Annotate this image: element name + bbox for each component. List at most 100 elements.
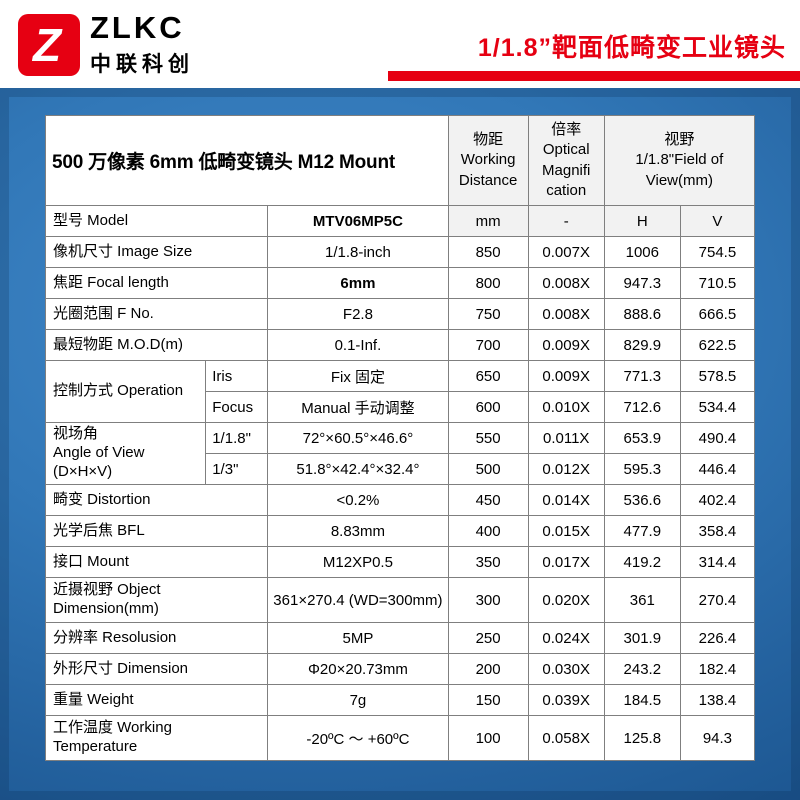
spec-label: 重量 Weight xyxy=(44,684,269,716)
spec-row-model: 型号 Model MTV06MP5C mm - H V xyxy=(44,205,756,237)
spec-value: 361×270.4 (WD=300mm) xyxy=(267,577,449,623)
fov-v-value: 754.5 xyxy=(679,236,756,268)
fov-v-value: 314.4 xyxy=(679,546,756,578)
fov-h-value: 1006 xyxy=(603,236,681,268)
wd-value: 500 xyxy=(447,453,529,485)
fov-h-value: 595.3 xyxy=(603,453,681,485)
fov-v-value: 534.4 xyxy=(679,391,756,423)
fov-v-value: 578.5 xyxy=(679,360,756,392)
spec-value: M12XP0.5 xyxy=(267,546,449,578)
mag-value: 0.011X xyxy=(527,422,605,454)
mag-value: 0.058X xyxy=(527,715,605,761)
mag-unit: - xyxy=(527,205,605,237)
spec-value: Manual 手动调整 xyxy=(267,391,449,423)
spec-row-bfl: 光学后焦 BFL 8.83mm 400 0.015X 477.9 358.4 xyxy=(44,515,756,547)
col-header-field-of-view: 视野 1/1.8"Field of View(mm) xyxy=(603,115,756,206)
spec-value: 72°×60.5°×46.6° xyxy=(267,422,449,454)
spec-sublabel: 1/1.8" xyxy=(205,422,269,454)
mag-value: 0.024X xyxy=(527,622,605,654)
wd-value: 150 xyxy=(447,684,529,716)
fov-v-value: 138.4 xyxy=(679,684,756,716)
spec-label: 光圈范围 F No. xyxy=(44,298,269,330)
spec-value: -20ºC ～ +60ºC xyxy=(267,715,449,761)
fov-v-value: 710.5 xyxy=(679,267,756,299)
spec-label: 型号 Model xyxy=(44,205,269,237)
mag-value: 0.010X xyxy=(527,391,605,423)
spec-row-aov-13: 1/3" 51.8°×42.4°×32.4° 500 0.012X 595.3 … xyxy=(46,453,756,485)
spec-value: Fix 固定 xyxy=(267,360,449,392)
spec-value: F2.8 xyxy=(267,298,449,330)
mag-value: 0.017X xyxy=(527,546,605,578)
fov-v-header: V xyxy=(679,205,756,237)
accent-bar xyxy=(388,71,800,81)
fov-h-value: 712.6 xyxy=(603,391,681,423)
spec-value: Φ20×20.73mm xyxy=(267,653,449,685)
spec-label: 最短物距 M.O.D(m) xyxy=(44,329,269,361)
spec-row-weight: 重量 Weight 7g 150 0.039X 184.5 138.4 xyxy=(44,684,756,716)
fov-h-value: 301.9 xyxy=(603,622,681,654)
wd-value: 650 xyxy=(447,360,529,392)
fov-h-value: 125.8 xyxy=(603,715,681,761)
fov-h-value: 947.3 xyxy=(603,267,681,299)
spec-row-distortion: 畸变 Distortion <0.2% 450 0.014X 536.6 402… xyxy=(44,484,756,516)
fov-h-header: H xyxy=(603,205,681,237)
mag-value: 0.012X xyxy=(527,453,605,485)
spec-row-working-temperature: 工作温度 Working Temperature -20ºC ～ +60ºC 1… xyxy=(44,715,756,761)
spec-label: 分辨率 Resolusion xyxy=(44,622,269,654)
wd-value: 250 xyxy=(447,622,529,654)
mag-value: 0.014X xyxy=(527,484,605,516)
spec-row-operation-focus: Focus Manual 手动调整 600 0.010X 712.6 534.4 xyxy=(46,391,756,423)
wd-value: 850 xyxy=(447,236,529,268)
spec-label: 外形尺寸 Dimension xyxy=(44,653,269,685)
spec-label: 近摄视野 Object Dimension(mm) xyxy=(44,577,269,623)
spec-row-f-no: 光圈范围 F No. F2.8 750 0.008X 888.6 666.5 xyxy=(44,298,756,330)
wd-value: 550 xyxy=(447,422,529,454)
mag-value: 0.009X xyxy=(527,360,605,392)
spec-value: 5MP xyxy=(267,622,449,654)
fov-h-value: 419.2 xyxy=(603,546,681,578)
spec-label: 工作温度 Working Temperature xyxy=(44,715,269,761)
fov-h-value: 771.3 xyxy=(603,360,681,392)
fov-h-value: 477.9 xyxy=(603,515,681,547)
spec-label: 控制方式 Operation xyxy=(44,360,207,423)
fov-h-value: 184.5 xyxy=(603,684,681,716)
brand-name: ZLKC xyxy=(90,10,185,45)
spec-row-focal-length: 焦距 Focal length 6mm 800 0.008X 947.3 710… xyxy=(44,267,756,299)
spec-label: 像机尺寸 Image Size xyxy=(44,236,269,268)
wd-unit: mm xyxy=(447,205,529,237)
wd-value: 400 xyxy=(447,515,529,547)
brand-logo: Z ZLKC 中联科创 xyxy=(18,10,194,78)
mag-value: 0.009X xyxy=(527,329,605,361)
fov-h-value: 536.6 xyxy=(603,484,681,516)
mag-value: 0.008X xyxy=(527,267,605,299)
spec-row-aov-118: 视场角 Angle of View (D×H×V) 1/1.8" 72°×60.… xyxy=(44,422,756,485)
fov-v-value: 358.4 xyxy=(679,515,756,547)
fov-h-value: 653.9 xyxy=(603,422,681,454)
spec-value: 8.83mm xyxy=(267,515,449,547)
mag-value: 0.015X xyxy=(527,515,605,547)
fov-v-value: 182.4 xyxy=(679,653,756,685)
fov-v-value: 622.5 xyxy=(679,329,756,361)
fov-v-value: 94.3 xyxy=(679,715,756,761)
brand-text: ZLKC 中联科创 xyxy=(90,10,194,78)
spec-value: MTV06MP5C xyxy=(267,205,449,237)
table-header-row: 500 万像素 6mm 低畸变镜头 M12 Mount 物距 Working D… xyxy=(45,115,756,206)
spec-row-mod: 最短物距 M.O.D(m) 0.1-Inf. 700 0.009X 829.9 … xyxy=(44,329,756,361)
spec-value: 1/1.8-inch xyxy=(267,236,449,268)
spec-row-dimension: 外形尺寸 Dimension Φ20×20.73mm 200 0.030X 24… xyxy=(44,653,756,685)
wd-value: 700 xyxy=(447,329,529,361)
spec-value: <0.2% xyxy=(267,484,449,516)
spec-row-image-size: 像机尺寸 Image Size 1/1.8-inch 850 0.007X 10… xyxy=(44,236,756,268)
mag-value: 0.039X xyxy=(527,684,605,716)
fov-v-value: 402.4 xyxy=(679,484,756,516)
page-title: 1/1.8”靶面低畸变工业镜头 xyxy=(477,34,786,62)
spec-label: 接口 Mount xyxy=(44,546,269,578)
col-header-working-distance: 物距 Working Distance xyxy=(447,115,529,206)
spec-row-operation-iris: 控制方式 Operation Iris Fix 固定 650 0.009X 77… xyxy=(44,360,756,423)
zlkc-logo-icon: Z xyxy=(18,13,80,76)
mag-value: 0.007X xyxy=(527,236,605,268)
spec-value: 51.8°×42.4°×32.4° xyxy=(267,453,449,485)
logo-z-glyph: Z xyxy=(32,18,62,71)
wd-value: 750 xyxy=(447,298,529,330)
